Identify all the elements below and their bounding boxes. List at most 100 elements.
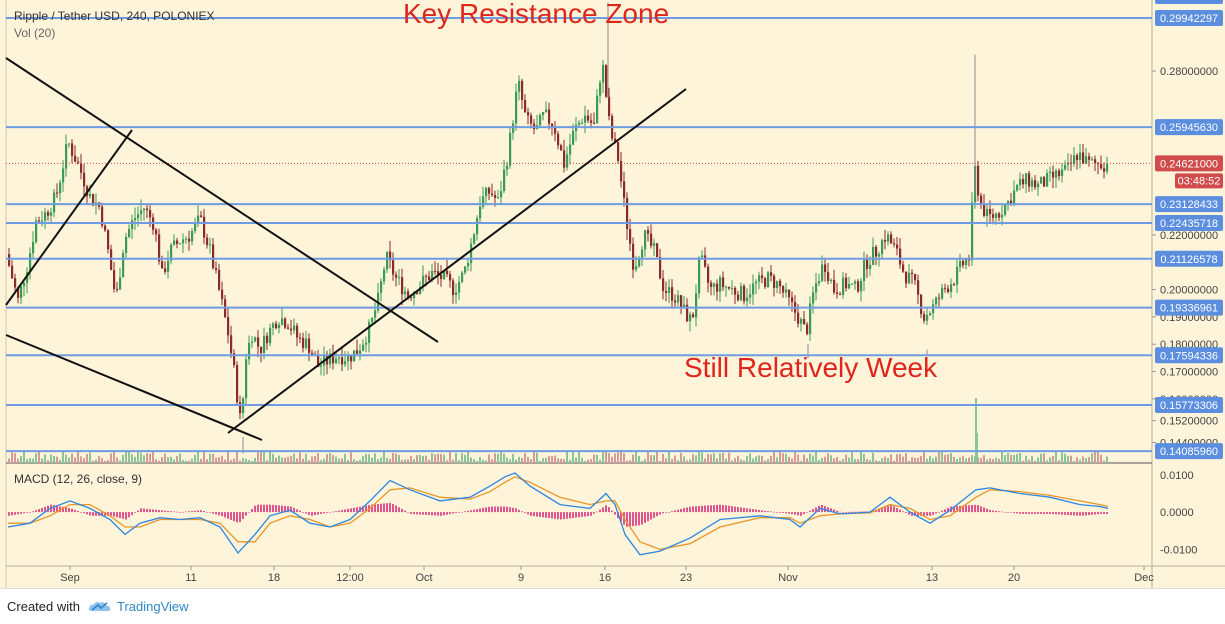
volume-bar (1007, 452, 1009, 463)
volume-bar (59, 459, 61, 463)
macd-histogram-bar (440, 512, 442, 516)
candle-body (593, 122, 596, 124)
macd-histogram-bar (902, 511, 904, 513)
candle-body (977, 165, 980, 196)
volume-bar (896, 454, 898, 463)
candle-body (791, 297, 794, 303)
candle-body (206, 237, 209, 246)
volume-bar (188, 460, 190, 463)
volume-bar (257, 452, 259, 463)
candle-body (143, 208, 146, 211)
volume-bar (860, 451, 862, 463)
volume-bar (968, 457, 970, 463)
candle-body (482, 196, 485, 207)
macd-histogram-bar (833, 509, 835, 513)
volume-bar (881, 458, 883, 463)
price-axis-background (1152, 0, 1225, 588)
macd-histogram-bar (746, 508, 748, 513)
candle-body (374, 310, 377, 318)
candle-body (917, 280, 920, 295)
candle-body (233, 353, 236, 366)
candle-body (308, 338, 311, 353)
volume-bar (788, 456, 790, 463)
macd-histogram-bar (665, 512, 667, 513)
candle-body (776, 280, 779, 288)
volume-bar (44, 454, 46, 463)
macd-histogram-bar (212, 512, 214, 514)
macd-histogram-bar (1094, 512, 1096, 515)
candle-body (854, 281, 857, 284)
macd-histogram-bar (170, 511, 172, 513)
candle-body (1100, 164, 1103, 169)
volume-bar (137, 451, 139, 463)
candle-body (986, 208, 989, 217)
macd-histogram-bar (446, 512, 448, 515)
volume-bar (338, 458, 340, 463)
candle-body (539, 115, 542, 126)
macd-histogram-bar (206, 511, 208, 513)
candle-body (155, 229, 158, 235)
candle-body (71, 143, 74, 156)
annotation-weak: Still Relatively Week (684, 352, 938, 383)
candle-body (296, 325, 299, 338)
candle-body (581, 122, 584, 124)
macd-histogram-bar (572, 512, 574, 519)
level-label-bg (1155, 215, 1223, 232)
tradingview-link[interactable]: TradingView (117, 599, 189, 614)
macd-histogram-bar (884, 506, 886, 513)
macd-histogram-bar (608, 507, 610, 513)
candle-body (635, 266, 638, 270)
candle-body (851, 283, 854, 285)
volume-bar (446, 460, 448, 463)
macd-histogram-bar (1010, 512, 1012, 513)
macd-histogram-bar (1061, 512, 1063, 515)
candle-body (1079, 152, 1082, 161)
volume-bar (410, 456, 412, 463)
volume-bar (209, 453, 211, 463)
macd-histogram-bar (992, 510, 994, 513)
volume-bar (560, 458, 562, 463)
candle-body (131, 220, 134, 229)
volume-bar (53, 456, 55, 463)
candle-body (179, 243, 182, 245)
macd-histogram-bar (785, 512, 787, 514)
macd-histogram-bar (1052, 512, 1054, 515)
candle-body (773, 275, 776, 288)
candle-body (458, 281, 461, 293)
macd-histogram-bar (593, 512, 595, 514)
level-label-bg (1155, 299, 1223, 316)
volume-bar (191, 458, 193, 463)
macd-histogram-bar (320, 512, 322, 514)
macd-histogram-bar (305, 512, 307, 514)
candle-body (590, 120, 593, 123)
macd-histogram-bar (383, 503, 385, 513)
candle-body (998, 213, 1001, 218)
volume-bar (170, 456, 172, 463)
volume-bar (212, 453, 214, 463)
volume-bar (467, 451, 469, 463)
candle-body (542, 111, 545, 116)
cloud-logo-icon[interactable] (88, 598, 112, 614)
macd-histogram-bar (749, 508, 751, 513)
candle-body (236, 365, 239, 403)
candle-body (380, 281, 383, 293)
macd-histogram-bar (947, 507, 949, 513)
volume-bar (854, 459, 856, 463)
created-with-text: Created with (7, 599, 80, 614)
macd-histogram-bar (1088, 512, 1090, 516)
macd-line (7, 472, 1109, 556)
candle-body (947, 288, 950, 292)
volume-bar (872, 452, 874, 463)
volume-bar (434, 454, 436, 463)
volume-bar (797, 454, 799, 463)
candle-body (389, 251, 392, 261)
candle-body (629, 229, 632, 244)
volume-bar (329, 453, 331, 463)
candle-body (221, 289, 224, 300)
volume-bar (107, 459, 109, 463)
macd-histogram-bar (941, 510, 943, 513)
macd-histogram-bar (401, 508, 403, 513)
macd-histogram-bar (563, 512, 565, 520)
volume-bar (128, 452, 130, 463)
candle-body (554, 127, 557, 134)
